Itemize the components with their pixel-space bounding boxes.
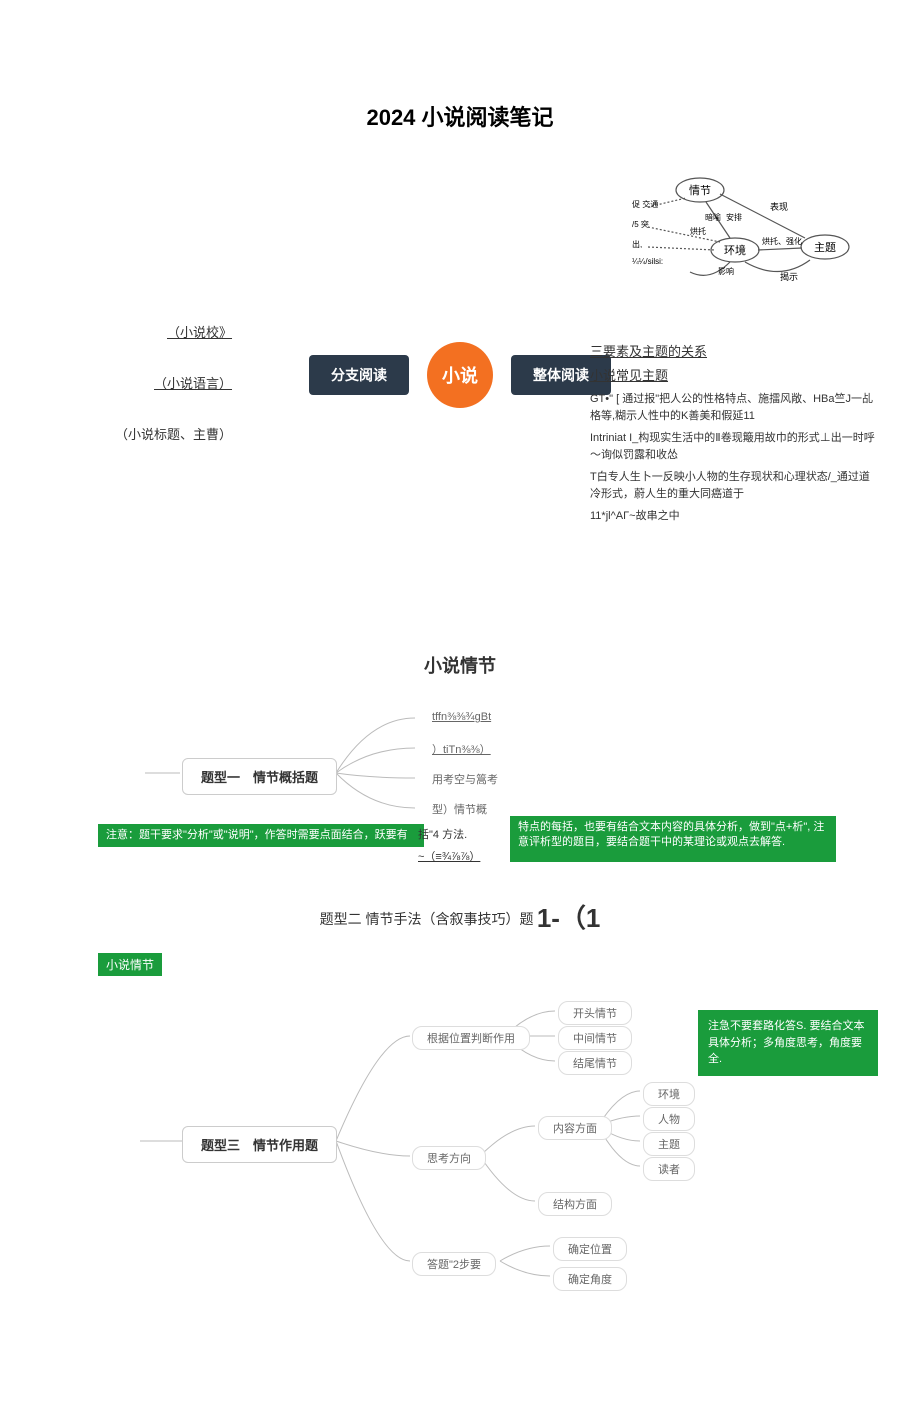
leaf: 中间情节 xyxy=(558,1026,632,1050)
leaf: 确定角度 xyxy=(553,1267,627,1291)
tri-node-top: 情节 xyxy=(689,184,711,197)
sub-label: 结构方面 xyxy=(538,1192,612,1216)
para: 11*jl^AΓ~故串之中 xyxy=(590,508,880,525)
mid-text: 括"4 方法. xyxy=(418,826,467,842)
q2-label: 题型二 情节手法（含叙事技巧）题 xyxy=(320,911,534,927)
link-item: （小说语言） xyxy=(115,373,232,392)
q1-leaf: 型）情节概 xyxy=(418,798,501,820)
tri-side-text: 促 交通 xyxy=(632,199,658,209)
green-note-q3: 注急不要套路化答S. 要结合文本具体分析；多角度思考，角度要全. xyxy=(698,1010,878,1076)
page-title: 2024 小说阅读笔记 xyxy=(0,100,920,132)
section-plot: 小说情节 题型一 情节概括题 tffn⅜⅜¾gBt ）tiTn⅜⅜） 用考空与篙… xyxy=(0,652,920,1306)
q2-row: 题型二 情节手法（含叙事技巧）题 1-（1 xyxy=(0,898,920,935)
branch-label: 答题"2步要 xyxy=(412,1252,496,1276)
leaf: 读者 xyxy=(643,1157,695,1181)
sub-heading: 三要素及主题的关系 xyxy=(590,342,880,362)
tri-edge-label: 表现 xyxy=(770,201,788,212)
q1-box: 题型一 情节概括题 xyxy=(182,758,337,795)
branch-label: 思考方向 xyxy=(412,1146,486,1170)
link-item: （小说标题、主曹） xyxy=(115,424,232,443)
tri-node-right: 主题 xyxy=(814,241,836,254)
center-circle: 小说 xyxy=(427,342,493,408)
branch-label: 根据位置判断作用 xyxy=(412,1026,530,1050)
sub-label: 内容方面 xyxy=(538,1116,612,1140)
leaf: 主题 xyxy=(643,1132,695,1156)
tri-edge-label: 影响 xyxy=(718,266,734,276)
q1-leaf: tffn⅜⅜¾gBt xyxy=(418,708,505,726)
q2-big: 1-（1 xyxy=(537,903,601,933)
q3-box: 题型三 情节作用题 xyxy=(182,1126,337,1163)
q1-leaf: ）tiTn⅜⅜） xyxy=(418,738,505,760)
tri-side-text: ¼¼/silsi: xyxy=(632,257,663,266)
right-text-block: 三要素及主题的关系 小说常见主题 GT•" [ 通过报"把人公的性格特点、施擂风… xyxy=(590,342,880,531)
green-note-left: 注意：题干要求"分析"或"说明"，作答时需要点面结合，跃要有 xyxy=(98,824,424,847)
tri-side-text: 出, xyxy=(632,239,642,249)
tri-node-bottom: 环境 xyxy=(724,243,746,257)
q3-tree: 题型三 情节作用题 根据位置判断作用 开头情节 中间情节 结尾情节 思考方向 内… xyxy=(0,986,920,1306)
q1-tree: 题型一 情节概括题 tffn⅜⅜¾gBt ）tiTn⅜⅜） 用考空与篙考 型）情… xyxy=(0,698,920,868)
green-note-right: 特点的每括，也要有结合文本内容的具体分析，做到"点+析", 注意评析型的题目，要… xyxy=(510,816,836,862)
para: Intriniat I_构现实生活中的Ⅱ卷现簸用故巾的形式⊥出一时呼～询似罚露和… xyxy=(590,430,880,463)
left-link-group: （小说校》 （小说语言） （小说标题、主曹） xyxy=(115,322,232,475)
leaf: 人物 xyxy=(643,1107,695,1131)
section-subtitle: 小说情节 xyxy=(0,652,920,678)
q1-leaf: 用考空与篙考 xyxy=(418,768,512,790)
leaf: 结尾情节 xyxy=(558,1051,632,1075)
green-tag: 小说情节 xyxy=(98,953,162,976)
under-mid: ~（≡¾⅞⅞） xyxy=(418,848,480,864)
tri-side-text: /5 突 xyxy=(632,219,649,229)
tri-edge-label: 揭示 xyxy=(780,271,798,282)
center-row: 分支阅读 小说 整体阅读 xyxy=(309,342,611,408)
tri-edge-label: 安排 xyxy=(726,212,742,222)
leaf: 环境 xyxy=(643,1082,695,1106)
page: 2024 小说阅读笔记 情节 主题 环境 表现 烘托、强化 揭示 xyxy=(0,0,920,1401)
section-overview: 情节 主题 环境 表现 烘托、强化 揭示 暗喻 烘托 影响 安排 促 交通 /5… xyxy=(0,212,920,532)
leaf: 开头情节 xyxy=(558,1001,632,1025)
tri-edge-label: 烘托 xyxy=(690,226,706,236)
link-item: （小说校》 xyxy=(115,322,232,341)
triangle-diagram: 情节 主题 环境 表现 烘托、强化 揭示 暗喻 烘托 影响 安排 促 交通 /5… xyxy=(630,172,860,302)
left-pill: 分支阅读 xyxy=(309,355,409,395)
para: GT•" [ 通过报"把人公的性格特点、施擂风敞、HBa竺J一乩格等,糊示人性中… xyxy=(590,391,880,424)
tri-edge-label: 烘托、强化 xyxy=(762,236,802,246)
tri-edge-label: 暗喻 xyxy=(705,212,721,222)
sub-heading: 小说常见主题 xyxy=(590,366,880,386)
leaf: 确定位置 xyxy=(553,1237,627,1261)
para: T白专人生卜一反映小人物的生存现状和心理状态/_通过道冷形式，蔚人生的重大同癌道… xyxy=(590,469,880,502)
